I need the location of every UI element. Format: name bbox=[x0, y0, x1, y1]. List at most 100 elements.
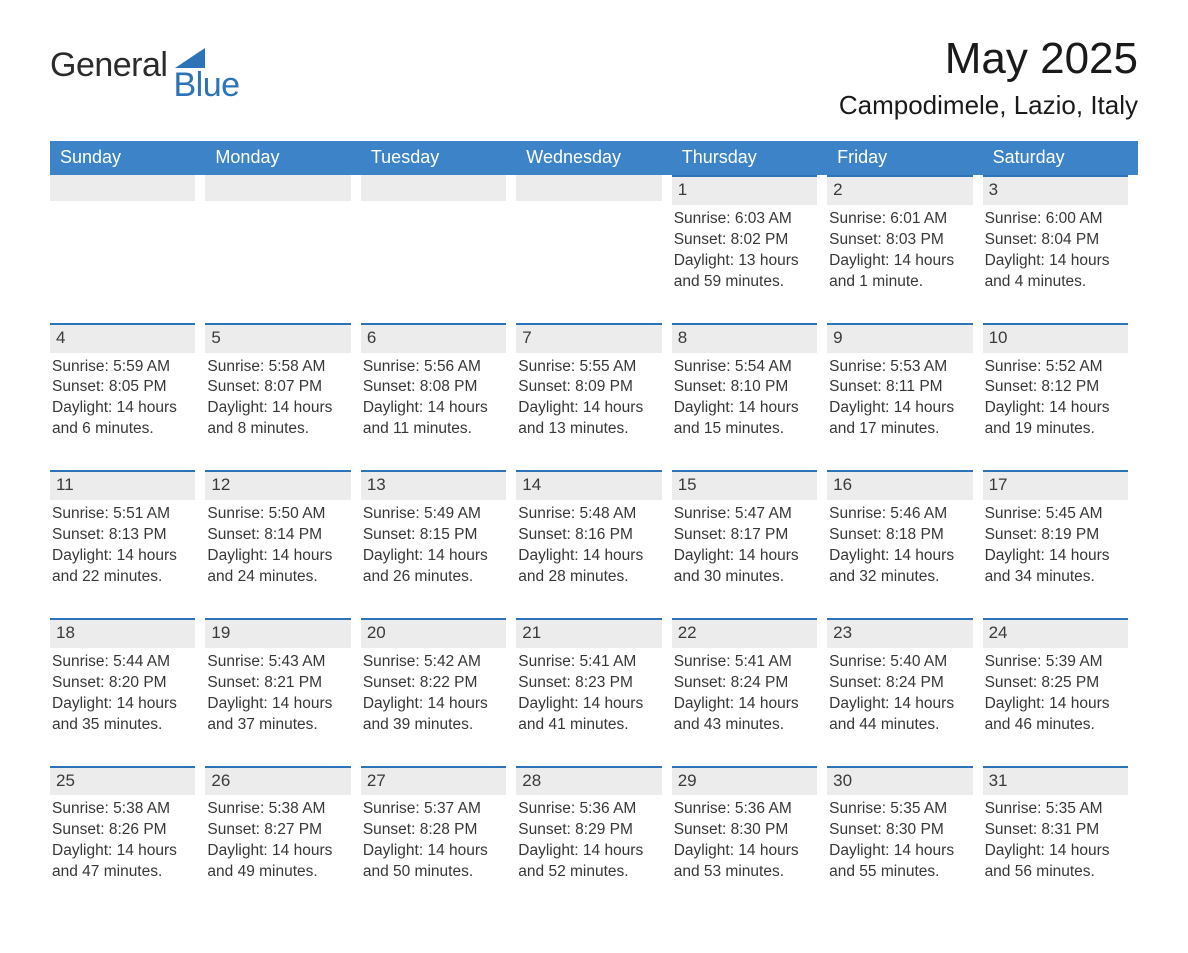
sunset-line: Sunset: 8:02 PM bbox=[672, 230, 817, 251]
sunset-line: Sunset: 8:09 PM bbox=[516, 377, 661, 398]
sunset-line: Sunset: 8:24 PM bbox=[827, 673, 972, 694]
date-bar: 31 bbox=[983, 766, 1128, 796]
daylight-line: Daylight: 14 hours and 15 minutes. bbox=[672, 398, 817, 440]
date-bar-empty bbox=[516, 175, 661, 201]
sunset-line: Sunset: 8:28 PM bbox=[361, 820, 506, 841]
daylight-line: Daylight: 14 hours and 32 minutes. bbox=[827, 546, 972, 588]
daylight-line: Daylight: 14 hours and 47 minutes. bbox=[50, 841, 195, 883]
sunrise-line: Sunrise: 5:56 AM bbox=[361, 357, 506, 378]
calendar-cell: 10Sunrise: 5:52 AMSunset: 8:12 PMDayligh… bbox=[983, 323, 1138, 471]
date-bar: 8 bbox=[672, 323, 817, 353]
sunset-line: Sunset: 8:07 PM bbox=[205, 377, 350, 398]
sunrise-line: Sunrise: 5:35 AM bbox=[827, 799, 972, 820]
daylight-line: Daylight: 14 hours and 52 minutes. bbox=[516, 841, 661, 883]
sunrise-line: Sunrise: 5:55 AM bbox=[516, 357, 661, 378]
weekday-header: Friday bbox=[827, 141, 982, 175]
weekday-header: Thursday bbox=[672, 141, 827, 175]
date-bar: 29 bbox=[672, 766, 817, 796]
sunrise-line: Sunrise: 6:01 AM bbox=[827, 209, 972, 230]
date-bar: 7 bbox=[516, 323, 661, 353]
sunrise-line: Sunrise: 6:00 AM bbox=[983, 209, 1128, 230]
weekday-header: Tuesday bbox=[361, 141, 516, 175]
sunset-line: Sunset: 8:22 PM bbox=[361, 673, 506, 694]
date-bar: 26 bbox=[205, 766, 350, 796]
brand-word-2: Blue bbox=[173, 68, 239, 102]
brand-logo: General Blue bbox=[50, 28, 276, 82]
sunset-line: Sunset: 8:21 PM bbox=[205, 673, 350, 694]
sunset-line: Sunset: 8:04 PM bbox=[983, 230, 1128, 251]
sunset-line: Sunset: 8:10 PM bbox=[672, 377, 817, 398]
sunrise-line: Sunrise: 5:43 AM bbox=[205, 652, 350, 673]
date-bar: 5 bbox=[205, 323, 350, 353]
sunrise-line: Sunrise: 5:53 AM bbox=[827, 357, 972, 378]
sunset-line: Sunset: 8:12 PM bbox=[983, 377, 1128, 398]
title-block: May 2025 Campodimele, Lazio, Italy bbox=[839, 28, 1138, 135]
date-bar: 11 bbox=[50, 470, 195, 500]
sunrise-line: Sunrise: 5:42 AM bbox=[361, 652, 506, 673]
calendar-cell: 19Sunrise: 5:43 AMSunset: 8:21 PMDayligh… bbox=[205, 618, 360, 766]
sunset-line: Sunset: 8:03 PM bbox=[827, 230, 972, 251]
date-bar: 9 bbox=[827, 323, 972, 353]
date-bar: 19 bbox=[205, 618, 350, 648]
daylight-line: Daylight: 14 hours and 4 minutes. bbox=[983, 251, 1128, 293]
calendar-cell: 9 Sunrise: 5:53 AMSunset: 8:11 PMDaylight… bbox=[827, 323, 982, 471]
weekday-header: Saturday bbox=[983, 141, 1138, 175]
sunset-line: Sunset: 8:23 PM bbox=[516, 673, 661, 694]
page-title-location: Campodimele, Lazio, Italy bbox=[839, 90, 1138, 121]
daylight-line: Daylight: 14 hours and 1 minute. bbox=[827, 251, 972, 293]
sunrise-line: Sunrise: 5:50 AM bbox=[205, 504, 350, 525]
calendar-cell: 21Sunrise: 5:41 AMSunset: 8:23 PMDayligh… bbox=[516, 618, 671, 766]
date-bar: 16 bbox=[827, 470, 972, 500]
daylight-line: Daylight: 14 hours and 17 minutes. bbox=[827, 398, 972, 440]
sunset-line: Sunset: 8:27 PM bbox=[205, 820, 350, 841]
sunrise-line: Sunrise: 5:35 AM bbox=[983, 799, 1128, 820]
daylight-line: Daylight: 14 hours and 44 minutes. bbox=[827, 694, 972, 736]
header-bar: General Blue May 2025 Campodimele, Lazio… bbox=[50, 28, 1138, 135]
calendar-cell: 23 Sunrise: 5:40 AMSunset: 8:24 PMDayligh… bbox=[827, 618, 982, 766]
date-bar-empty bbox=[361, 175, 506, 201]
date-bar: 15 bbox=[672, 470, 817, 500]
daylight-line: Daylight: 13 hours and 59 minutes. bbox=[672, 251, 817, 293]
calendar-cell: 14Sunrise: 5:48 AMSunset: 8:16 PMDayligh… bbox=[516, 470, 671, 618]
date-bar-empty bbox=[50, 175, 195, 201]
date-bar: 1 bbox=[672, 175, 817, 205]
sunset-line: Sunset: 8:17 PM bbox=[672, 525, 817, 546]
daylight-line: Daylight: 14 hours and 34 minutes. bbox=[983, 546, 1128, 588]
sunset-line: Sunset: 8:11 PM bbox=[827, 377, 972, 398]
calendar-cell: 1 Sunrise: 6:03 AMSunset: 8:02 PMDaylight… bbox=[672, 175, 827, 323]
calendar-cell bbox=[361, 175, 516, 323]
sunset-line: Sunset: 8:14 PM bbox=[205, 525, 350, 546]
daylight-line: Daylight: 14 hours and 22 minutes. bbox=[50, 546, 195, 588]
sunrise-line: Sunrise: 5:46 AM bbox=[827, 504, 972, 525]
calendar-cell: 7Sunrise: 5:55 AMSunset: 8:09 PMDaylight… bbox=[516, 323, 671, 471]
date-bar: 23 bbox=[827, 618, 972, 648]
brand-word-1: General bbox=[50, 48, 167, 82]
sunrise-line: Sunrise: 5:59 AM bbox=[50, 357, 195, 378]
calendar-cell: 15Sunrise: 5:47 AMSunset: 8:17 PMDayligh… bbox=[672, 470, 827, 618]
sunrise-line: Sunrise: 5:40 AM bbox=[827, 652, 972, 673]
sunrise-line: Sunrise: 6:03 AM bbox=[672, 209, 817, 230]
sunrise-line: Sunrise: 5:41 AM bbox=[672, 652, 817, 673]
calendar-cell: 20Sunrise: 5:42 AMSunset: 8:22 PMDayligh… bbox=[361, 618, 516, 766]
sunrise-line: Sunrise: 5:36 AM bbox=[672, 799, 817, 820]
daylight-line: Daylight: 14 hours and 50 minutes. bbox=[361, 841, 506, 883]
date-bar: 4 bbox=[50, 323, 195, 353]
sunset-line: Sunset: 8:31 PM bbox=[983, 820, 1128, 841]
sunset-line: Sunset: 8:20 PM bbox=[50, 673, 195, 694]
daylight-line: Daylight: 14 hours and 55 minutes. bbox=[827, 841, 972, 883]
sunset-line: Sunset: 8:08 PM bbox=[361, 377, 506, 398]
calendar-cell: 27Sunrise: 5:37 AMSunset: 8:28 PMDayligh… bbox=[361, 766, 516, 914]
sunrise-line: Sunrise: 5:37 AM bbox=[361, 799, 506, 820]
calendar-grid: SundayMondayTuesdayWednesdayThursdayFrid… bbox=[50, 141, 1138, 913]
date-bar: 24 bbox=[983, 618, 1128, 648]
sunset-line: Sunset: 8:15 PM bbox=[361, 525, 506, 546]
sunset-line: Sunset: 8:30 PM bbox=[827, 820, 972, 841]
daylight-line: Daylight: 14 hours and 35 minutes. bbox=[50, 694, 195, 736]
date-bar: 2 bbox=[827, 175, 972, 205]
daylight-line: Daylight: 14 hours and 49 minutes. bbox=[205, 841, 350, 883]
calendar-cell: 26Sunrise: 5:38 AMSunset: 8:27 PMDayligh… bbox=[205, 766, 360, 914]
daylight-line: Daylight: 14 hours and 8 minutes. bbox=[205, 398, 350, 440]
sunrise-line: Sunrise: 5:36 AM bbox=[516, 799, 661, 820]
sunrise-line: Sunrise: 5:47 AM bbox=[672, 504, 817, 525]
sunset-line: Sunset: 8:26 PM bbox=[50, 820, 195, 841]
